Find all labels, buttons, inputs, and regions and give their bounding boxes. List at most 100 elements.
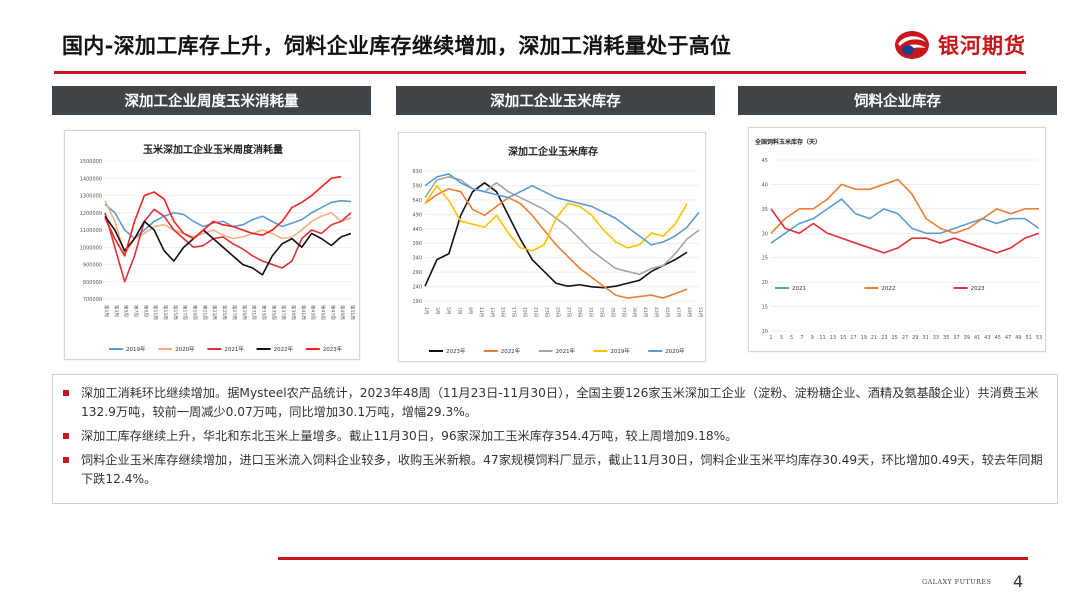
x-tick-label: 39 [964, 335, 970, 341]
x-tick-label: 29月 [576, 307, 582, 317]
x-tick-label: 9月 [467, 307, 473, 314]
x-tick-label: 第9周 [142, 305, 149, 317]
x-tick-label: 53 [1036, 335, 1042, 341]
x-tick-label: 41月 [642, 307, 648, 317]
y-tick-label: 490 [412, 212, 422, 218]
x-tick-label: 第41周 [300, 305, 307, 320]
x-tick-label: 27 [902, 335, 908, 341]
x-tick-label: 19 [861, 335, 867, 341]
y-tick-label: 290 [412, 270, 422, 276]
x-tick-label: 9 [811, 335, 814, 341]
x-tick-label: 3 [780, 335, 783, 341]
chart-svg: 玉米深加工企业玉米周度消耗量 1500000 1400000 1300000 12000… [80, 143, 356, 353]
legend-label: 2020年 [175, 345, 195, 353]
x-tick-label: 17月 [511, 307, 517, 317]
series-line [424, 173, 700, 246]
x-tick-label: 第23周 [211, 305, 218, 320]
x-tick-label: 47 [1005, 335, 1011, 341]
y-tick-label: 340 [412, 256, 422, 262]
y-tick-label: 10 [762, 329, 768, 335]
y-tick-label: 1100000 [80, 228, 102, 234]
x-tick-label: 第5周 [123, 305, 130, 317]
y-tick-label: 1200000 [80, 211, 102, 217]
x-tick-label: 第45周 [319, 305, 326, 320]
series-line [104, 200, 352, 255]
x-tick-label: 25月 [555, 307, 561, 317]
x-tick-label: 35 [943, 335, 949, 341]
x-tick-label: 第37周 [280, 305, 287, 320]
footer-brand: GALAXY FUTURES [922, 578, 992, 586]
legend-label: 2023 [971, 286, 985, 292]
x-tick-label: 1 [769, 335, 772, 341]
x-tick-label: 21 [871, 335, 877, 341]
x-tick-label: 第1周 [103, 305, 110, 317]
x-tick-label: 第7周 [133, 305, 140, 317]
x-tick-label: 13月 [489, 307, 495, 317]
legend-label: 2019年 [610, 347, 630, 355]
y-tick-label: 540 [412, 198, 422, 204]
x-tick-label: 第15周 [172, 305, 179, 320]
x-tick-label: 第51周 [349, 305, 356, 320]
x-tick-label: 第11周 [152, 305, 159, 320]
series-line [770, 208, 1040, 254]
legend-label: 2019年 [126, 345, 146, 353]
series-line [104, 208, 352, 283]
legend-label: 2022年 [274, 345, 294, 353]
x-tick-label: 45月 [664, 307, 670, 317]
x-tick-label: 27月 [565, 307, 571, 317]
x-tick-label: 23 [881, 335, 887, 341]
y-tick-label: 25 [762, 256, 768, 262]
x-tick-label: 第25周 [221, 305, 228, 320]
x-tick-label: 19月 [522, 307, 528, 317]
x-tick-label: 49 [1015, 335, 1021, 341]
x-tick-label: 第21周 [201, 305, 208, 320]
y-tick-label: 1400000 [80, 176, 102, 182]
legend-label: 2021年 [556, 347, 576, 355]
chart-title: 全国饲料玉米库存（天） [754, 138, 821, 146]
y-tick-label: 390 [412, 241, 422, 247]
x-tick-label: 11 [819, 335, 825, 341]
header-rule [54, 71, 1026, 74]
series-line [104, 175, 342, 257]
bullet-marker [63, 433, 69, 439]
x-tick-label: 第33周 [260, 305, 267, 320]
y-tick-label: 35 [762, 207, 768, 213]
legend-label: 2021 [792, 286, 806, 292]
y-tick-label: 440 [412, 227, 422, 233]
y-tick-label: 800000 [83, 280, 102, 286]
legend-label: 2023年 [323, 345, 343, 353]
series-line [104, 215, 352, 276]
y-tick-label: 1500000 [80, 159, 102, 165]
x-tick-label: 第17周 [182, 305, 189, 320]
brand-logo-group: 银河期货 [892, 28, 1026, 62]
x-tick-label: 第43周 [310, 305, 317, 320]
series-line [104, 199, 352, 240]
x-tick-label: 15月 [500, 307, 506, 317]
x-tick-label: 第35周 [270, 305, 277, 320]
y-tick-label: 1000000 [80, 245, 102, 251]
x-tick-label: 第39周 [290, 305, 297, 320]
x-tick-label: 第13周 [162, 305, 169, 320]
x-tick-label: 29 [912, 335, 918, 341]
y-tick-label: 700000 [83, 297, 102, 303]
x-tick-label: 41 [974, 335, 980, 341]
panel-heading-feed-inventory: 饲料企业库存 [738, 86, 1057, 115]
x-tick-label: 5月 [445, 307, 451, 314]
x-tick-label: 5 [790, 335, 793, 341]
series-line [424, 176, 700, 276]
x-tick-label: 49月 [686, 307, 692, 317]
x-tick-label: 3月 [434, 307, 440, 314]
x-tick-label: 43月 [653, 307, 659, 317]
brand-name: 银河期货 [938, 34, 1026, 58]
legend-label: 2021年 [224, 345, 244, 353]
chart-feed-inventory: 全国饲料玉米库存（天） 45 40 35 30 25 20 15 10 1 3 5 7 9 11 13 15 17… [748, 127, 1046, 352]
x-tick-label: 45 [995, 335, 1001, 341]
x-tick-label: 21月 [533, 307, 539, 317]
series-line [770, 178, 1039, 235]
y-tick-label: 590 [412, 183, 422, 189]
x-tick-label: 47月 [675, 307, 681, 317]
x-tick-label: 51 [1026, 335, 1032, 341]
y-tick-label: 630 [412, 169, 422, 175]
x-tick-label: 37 [953, 335, 959, 341]
